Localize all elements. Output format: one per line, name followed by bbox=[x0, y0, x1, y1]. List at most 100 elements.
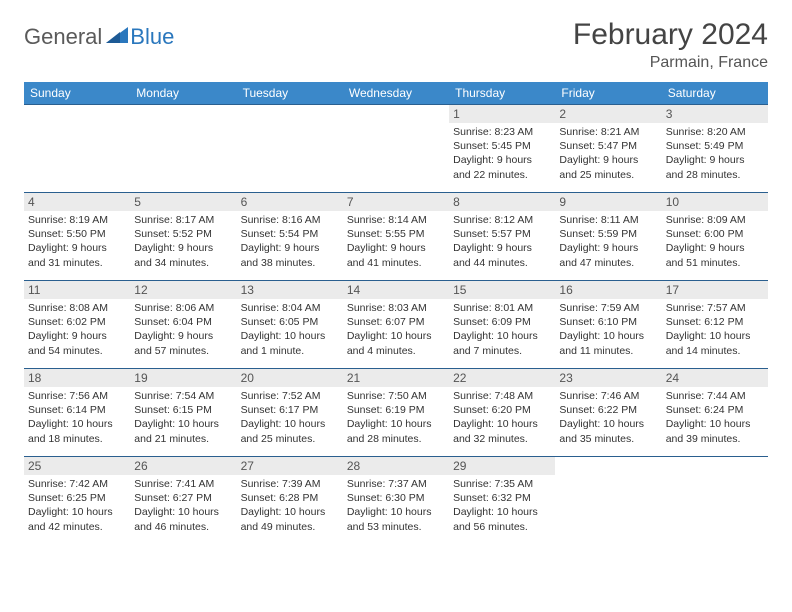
daylight-line-2: and 54 minutes. bbox=[28, 344, 126, 358]
calendar-cell: 22Sunrise: 7:48 AMSunset: 6:20 PMDayligh… bbox=[449, 369, 555, 457]
calendar-row: 18Sunrise: 7:56 AMSunset: 6:14 PMDayligh… bbox=[24, 369, 768, 457]
day-number: 29 bbox=[449, 457, 555, 475]
sunrise-line: Sunrise: 7:44 AM bbox=[666, 389, 764, 403]
cell-body: Sunrise: 7:41 AMSunset: 6:27 PMDaylight:… bbox=[134, 477, 232, 534]
daylight-line-2: and 25 minutes. bbox=[559, 168, 657, 182]
daylight-line-2: and 4 minutes. bbox=[347, 344, 445, 358]
daylight-line-1: Daylight: 10 hours bbox=[559, 417, 657, 431]
daylight-line-2: and 21 minutes. bbox=[134, 432, 232, 446]
sunrise-line: Sunrise: 7:54 AM bbox=[134, 389, 232, 403]
calendar-cell bbox=[24, 105, 130, 193]
daylight-line-2: and 39 minutes. bbox=[666, 432, 764, 446]
daylight-line-1: Daylight: 9 hours bbox=[28, 241, 126, 255]
cell-body: Sunrise: 8:20 AMSunset: 5:49 PMDaylight:… bbox=[666, 125, 764, 182]
daylight-line-2: and 41 minutes. bbox=[347, 256, 445, 270]
day-number: 27 bbox=[237, 457, 343, 475]
day-number: 1 bbox=[449, 105, 555, 123]
sunset-line: Sunset: 5:57 PM bbox=[453, 227, 551, 241]
cell-body: Sunrise: 8:11 AMSunset: 5:59 PMDaylight:… bbox=[559, 213, 657, 270]
cell-body: Sunrise: 7:52 AMSunset: 6:17 PMDaylight:… bbox=[241, 389, 339, 446]
calendar-cell: 25Sunrise: 7:42 AMSunset: 6:25 PMDayligh… bbox=[24, 457, 130, 545]
daylight-line-2: and 22 minutes. bbox=[453, 168, 551, 182]
page-header: General Blue February 2024 Parmain, Fran… bbox=[24, 18, 768, 72]
calendar-cell: 29Sunrise: 7:35 AMSunset: 6:32 PMDayligh… bbox=[449, 457, 555, 545]
calendar-cell: 24Sunrise: 7:44 AMSunset: 6:24 PMDayligh… bbox=[662, 369, 768, 457]
day-header: Wednesday bbox=[343, 82, 449, 105]
calendar-row: 4Sunrise: 8:19 AMSunset: 5:50 PMDaylight… bbox=[24, 193, 768, 281]
calendar-cell: 7Sunrise: 8:14 AMSunset: 5:55 PMDaylight… bbox=[343, 193, 449, 281]
calendar-cell: 18Sunrise: 7:56 AMSunset: 6:14 PMDayligh… bbox=[24, 369, 130, 457]
calendar-cell: 1Sunrise: 8:23 AMSunset: 5:45 PMDaylight… bbox=[449, 105, 555, 193]
cell-body: Sunrise: 8:01 AMSunset: 6:09 PMDaylight:… bbox=[453, 301, 551, 358]
sunset-line: Sunset: 6:04 PM bbox=[134, 315, 232, 329]
sunrise-line: Sunrise: 7:41 AM bbox=[134, 477, 232, 491]
day-number: 8 bbox=[449, 193, 555, 211]
day-header: Tuesday bbox=[237, 82, 343, 105]
day-number: 6 bbox=[237, 193, 343, 211]
calendar-table: SundayMondayTuesdayWednesdayThursdayFrid… bbox=[24, 82, 768, 545]
calendar-cell bbox=[343, 105, 449, 193]
daylight-line-1: Daylight: 10 hours bbox=[559, 329, 657, 343]
daylight-line-2: and 32 minutes. bbox=[453, 432, 551, 446]
sunset-line: Sunset: 6:27 PM bbox=[134, 491, 232, 505]
cell-body: Sunrise: 7:59 AMSunset: 6:10 PMDaylight:… bbox=[559, 301, 657, 358]
sunset-line: Sunset: 6:30 PM bbox=[347, 491, 445, 505]
calendar-cell: 5Sunrise: 8:17 AMSunset: 5:52 PMDaylight… bbox=[130, 193, 236, 281]
daylight-line-2: and 18 minutes. bbox=[28, 432, 126, 446]
calendar-cell: 11Sunrise: 8:08 AMSunset: 6:02 PMDayligh… bbox=[24, 281, 130, 369]
day-header: Saturday bbox=[662, 82, 768, 105]
daylight-line-2: and 56 minutes. bbox=[453, 520, 551, 534]
daylight-line-1: Daylight: 10 hours bbox=[241, 329, 339, 343]
day-number: 21 bbox=[343, 369, 449, 387]
sunrise-line: Sunrise: 8:17 AM bbox=[134, 213, 232, 227]
daylight-line-2: and 31 minutes. bbox=[28, 256, 126, 270]
sunset-line: Sunset: 6:20 PM bbox=[453, 403, 551, 417]
calendar-cell bbox=[555, 457, 661, 545]
day-number: 18 bbox=[24, 369, 130, 387]
daylight-line-2: and 28 minutes. bbox=[347, 432, 445, 446]
sunrise-line: Sunrise: 8:14 AM bbox=[347, 213, 445, 227]
sunrise-line: Sunrise: 7:35 AM bbox=[453, 477, 551, 491]
day-number: 9 bbox=[555, 193, 661, 211]
calendar-cell: 28Sunrise: 7:37 AMSunset: 6:30 PMDayligh… bbox=[343, 457, 449, 545]
sunrise-line: Sunrise: 7:50 AM bbox=[347, 389, 445, 403]
cell-body: Sunrise: 8:12 AMSunset: 5:57 PMDaylight:… bbox=[453, 213, 551, 270]
daylight-line-2: and 25 minutes. bbox=[241, 432, 339, 446]
daylight-line-1: Daylight: 10 hours bbox=[347, 505, 445, 519]
cell-body: Sunrise: 7:39 AMSunset: 6:28 PMDaylight:… bbox=[241, 477, 339, 534]
daylight-line-2: and 14 minutes. bbox=[666, 344, 764, 358]
sunrise-line: Sunrise: 8:09 AM bbox=[666, 213, 764, 227]
title-block: February 2024 Parmain, France bbox=[573, 18, 768, 72]
daylight-line-1: Daylight: 10 hours bbox=[241, 417, 339, 431]
day-number: 14 bbox=[343, 281, 449, 299]
logo-triangle-icon bbox=[106, 27, 128, 48]
daylight-line-2: and 44 minutes. bbox=[453, 256, 551, 270]
daylight-line-1: Daylight: 10 hours bbox=[241, 505, 339, 519]
day-header: Thursday bbox=[449, 82, 555, 105]
daylight-line-2: and 49 minutes. bbox=[241, 520, 339, 534]
sunrise-line: Sunrise: 8:21 AM bbox=[559, 125, 657, 139]
day-number: 11 bbox=[24, 281, 130, 299]
daylight-line-1: Daylight: 9 hours bbox=[347, 241, 445, 255]
calendar-cell: 6Sunrise: 8:16 AMSunset: 5:54 PMDaylight… bbox=[237, 193, 343, 281]
sunset-line: Sunset: 6:14 PM bbox=[28, 403, 126, 417]
calendar-cell: 19Sunrise: 7:54 AMSunset: 6:15 PMDayligh… bbox=[130, 369, 236, 457]
sunrise-line: Sunrise: 8:12 AM bbox=[453, 213, 551, 227]
day-header: Friday bbox=[555, 82, 661, 105]
sunrise-line: Sunrise: 8:01 AM bbox=[453, 301, 551, 315]
day-number: 2 bbox=[555, 105, 661, 123]
day-number: 25 bbox=[24, 457, 130, 475]
day-number: 22 bbox=[449, 369, 555, 387]
sunrise-line: Sunrise: 8:19 AM bbox=[28, 213, 126, 227]
calendar-cell: 21Sunrise: 7:50 AMSunset: 6:19 PMDayligh… bbox=[343, 369, 449, 457]
day-number: 17 bbox=[662, 281, 768, 299]
sunset-line: Sunset: 6:24 PM bbox=[666, 403, 764, 417]
sunset-line: Sunset: 6:28 PM bbox=[241, 491, 339, 505]
calendar-cell: 16Sunrise: 7:59 AMSunset: 6:10 PMDayligh… bbox=[555, 281, 661, 369]
sunrise-line: Sunrise: 7:46 AM bbox=[559, 389, 657, 403]
daylight-line-2: and 46 minutes. bbox=[134, 520, 232, 534]
sunset-line: Sunset: 5:59 PM bbox=[559, 227, 657, 241]
sunset-line: Sunset: 5:55 PM bbox=[347, 227, 445, 241]
daylight-line-1: Daylight: 10 hours bbox=[28, 417, 126, 431]
daylight-line-1: Daylight: 9 hours bbox=[134, 329, 232, 343]
